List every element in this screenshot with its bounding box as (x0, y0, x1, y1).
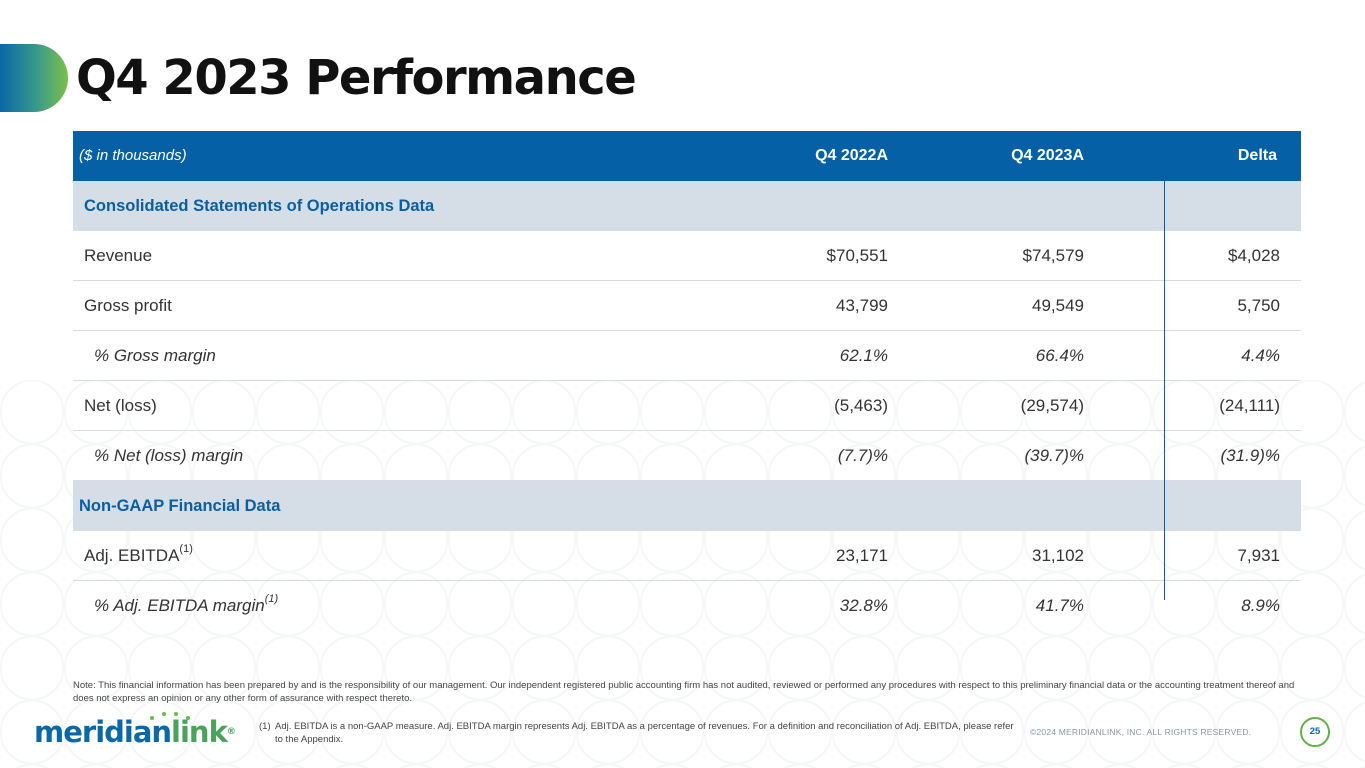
unit-note: ($ in thousands) (79, 147, 187, 164)
value-q4-2023: 49,549 (1032, 296, 1084, 315)
footnote-number: (1) (259, 721, 271, 732)
title-accent-tab (0, 44, 68, 112)
meridianlink-logo: meridianlink® (34, 712, 244, 752)
value-q4-2022: (5,463) (834, 396, 888, 415)
column-header-q4-2023: Q4 2023A (1011, 147, 1084, 164)
value-q4-2022: 23,171 (836, 546, 888, 565)
logo-trademark: ® (226, 727, 236, 737)
table-header-row: ($ in thousands) Q4 2022A Q4 2023A Delta (73, 131, 1301, 181)
row-label: Adj. EBITDA(1) (84, 531, 193, 581)
value-q4-2023: 31,102 (1032, 546, 1084, 565)
value-delta: 5,750 (1237, 296, 1280, 315)
logo-wordmark: meridianlink® (34, 712, 236, 752)
table-row-net-loss-margin: % Net (loss) margin (7.7)% (39.7)% (31.9… (73, 431, 1301, 481)
value-q4-2022: $70,551 (826, 246, 888, 265)
table-row-gross-profit: Gross profit 43,799 49,549 5,750 (73, 281, 1301, 331)
value-delta: (24,111) (1219, 396, 1280, 415)
column-header-q4-2022: Q4 2022A (815, 147, 888, 164)
column-header-delta: Delta (1237, 147, 1277, 164)
logo-meridian: meridian (34, 715, 172, 749)
table-row-adj-ebitda-margin: % Adj. EBITDA margin(1) 32.8% 41.7% 8.9% (73, 581, 1301, 631)
value-q4-2022: 43,799 (836, 296, 888, 315)
background-pattern (0, 380, 1365, 768)
value-q4-2022: (7.7)% (837, 446, 888, 465)
value-q4-2023: 66.4% (1035, 346, 1084, 365)
row-label-text: Adj. EBITDA (84, 546, 180, 565)
row-label: % Net (loss) margin (94, 446, 244, 465)
row-label: Revenue (84, 246, 153, 265)
value-delta: 8.9% (1241, 596, 1280, 615)
value-q4-2023: (39.7)% (1024, 446, 1084, 465)
value-q4-2022: 32.8% (839, 596, 888, 615)
footnote-marker: (1) (179, 543, 193, 556)
section-header-non-gaap: Non-GAAP Financial Data (73, 481, 1301, 531)
table-row-gross-margin: % Gross margin 62.1% 66.4% 4.4% (73, 331, 1301, 381)
section-title: Non-GAAP Financial Data (79, 497, 281, 515)
value-q4-2023: (29,574) (1020, 396, 1084, 415)
table-row-revenue: Revenue $70,551 $74,579 $4,028 (73, 231, 1301, 281)
logo-dots (150, 712, 210, 722)
disclaimer-note: Note: This financial information has bee… (73, 680, 1295, 704)
row-label: Net (loss) (84, 396, 157, 415)
value-q4-2023: $74,579 (1022, 246, 1084, 265)
row-label-text: % Adj. EBITDA margin (94, 596, 265, 615)
performance-table: ($ in thousands) Q4 2022A Q4 2023A Delta… (73, 131, 1301, 631)
copyright-text: ©2024 MERIDIANLINK, INC. ALL RIGHTS RESE… (1030, 727, 1252, 737)
table-row-adj-ebitda: Adj. EBITDA(1) 23,171 31,102 7,931 (73, 531, 1301, 581)
value-q4-2022: 62.1% (839, 346, 888, 365)
page-number-badge: 25 (1300, 717, 1330, 747)
footnote-text: Adj. EBITDA is a non-GAAP measure. Adj. … (275, 721, 1014, 745)
logo-link: link (171, 715, 228, 749)
delta-column-divider (1164, 180, 1165, 600)
value-delta: 4.4% (1241, 346, 1280, 365)
page-title: Q4 2023 Performance (76, 50, 637, 106)
value-delta: 7,931 (1237, 546, 1280, 565)
table-row-net-loss: Net (loss) (5,463) (29,574) (24,111) (73, 381, 1301, 431)
row-label: Gross profit (84, 296, 172, 315)
row-label: % Gross margin (94, 346, 216, 365)
value-q4-2023: 41.7% (1035, 596, 1084, 615)
footnote-marker: (1) (264, 593, 279, 606)
value-delta: $4,028 (1228, 246, 1280, 265)
section-title: Consolidated Statements of Operations Da… (84, 197, 435, 215)
section-header-operations: Consolidated Statements of Operations Da… (73, 181, 1301, 231)
value-delta: (31.9)% (1220, 446, 1280, 465)
footnote-1: (1) Adj. EBITDA is a non-GAAP measure. A… (259, 720, 1019, 746)
row-label: % Adj. EBITDA margin(1) (94, 581, 278, 631)
